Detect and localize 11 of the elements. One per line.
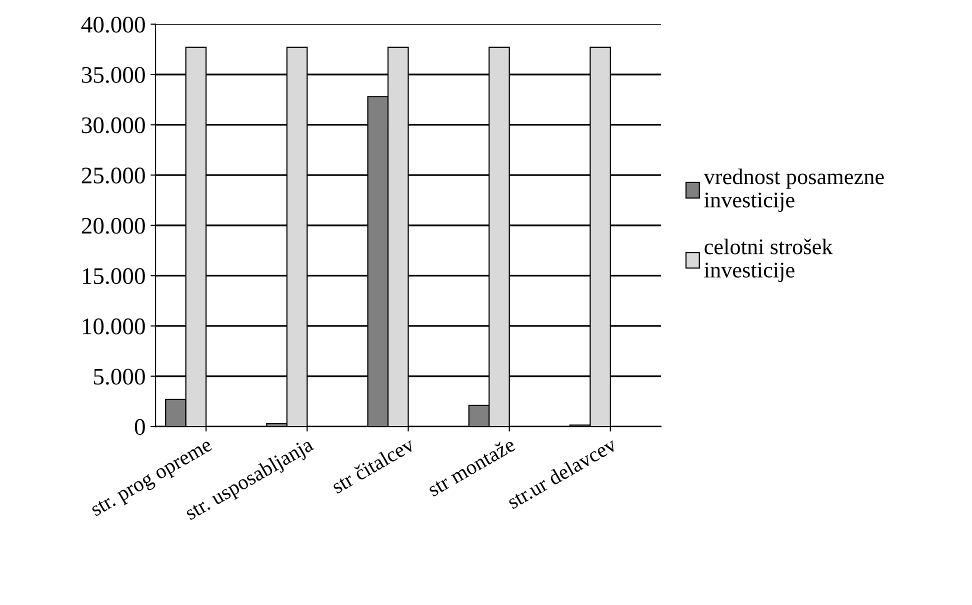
- y-tick-label: 15.000: [82, 268, 145, 284]
- y-tick-label: 10.000: [82, 318, 145, 334]
- y-tick-label: 30.000: [82, 117, 145, 134]
- y-tick-label: 0: [134, 419, 145, 435]
- legend-label: vrednost posamezne investicije: [704, 168, 884, 212]
- y-tick-label: 25.000: [82, 168, 145, 184]
- legend-label: celotni strošek investicije: [704, 238, 833, 282]
- y-tick-label: 20.000: [82, 218, 145, 234]
- y-tick-label: 40.000: [81, 16, 145, 33]
- y-tick-label: 5.000: [94, 368, 145, 385]
- y-tick-label: 35.000: [82, 66, 145, 84]
